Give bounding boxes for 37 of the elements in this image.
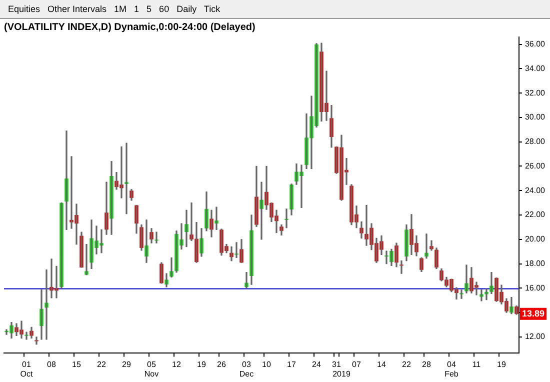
x-tick-label: 04 Feb	[444, 360, 459, 378]
x-tick-label: 12	[172, 360, 182, 369]
x-tick-label: 15	[72, 360, 82, 369]
x-tick-label: 31	[332, 360, 342, 369]
y-tick-label: 28.00	[524, 137, 546, 146]
y-tick-label: 26.00	[524, 161, 546, 170]
y-tick-label: 12.00	[524, 332, 546, 342]
x-tick-label: 24	[312, 360, 322, 369]
y-tick-label: 22.00	[524, 210, 546, 220]
chart-title: (VOLATILITY INDEX,D) Dynamic,0:00-24:00 (Delayed)	[4, 22, 256, 33]
x-tick-label: 07	[352, 360, 362, 369]
x-tick-label: 22	[402, 360, 412, 369]
x-tick-label: 22	[97, 360, 106, 369]
x-tick-label: 28	[422, 360, 432, 369]
x-tick-label: 14	[377, 360, 386, 369]
x-tick-label: 05 Nov	[144, 360, 159, 378]
x-tick-label: 17	[287, 360, 296, 369]
x-tick-label: 01 Oct	[20, 360, 34, 378]
y-tick-label: 34.00	[524, 64, 546, 73]
annotation: 13.89	[522, 308, 545, 318]
y-tick-label: 36.00	[524, 40, 546, 49]
x-tick-label: 11	[472, 360, 482, 369]
x-tick-label: 03 Dec	[239, 360, 254, 378]
x-tick-label: 2019	[332, 369, 351, 378]
y-tick-label: 32.00	[524, 88, 546, 98]
y-tick-label: 20.00	[524, 234, 546, 244]
x-tick-label: 29	[122, 360, 132, 369]
text: Equities Other Intervals 1M 1 5 60 Daily Tick	[8, 4, 220, 14]
x-tick-label: 19	[497, 360, 506, 369]
y-tick-label: 16.00	[524, 283, 546, 292]
y-tick-label: 24.00	[524, 186, 546, 195]
x-tick-label: 10	[262, 360, 272, 369]
x-tick-label: 08	[47, 360, 56, 369]
y-tick-label: 30.00	[524, 112, 546, 122]
x-tick-label: 19	[197, 360, 206, 369]
y-tick-label: 18.00	[524, 258, 546, 268]
x-tick-label: 26	[217, 360, 226, 369]
